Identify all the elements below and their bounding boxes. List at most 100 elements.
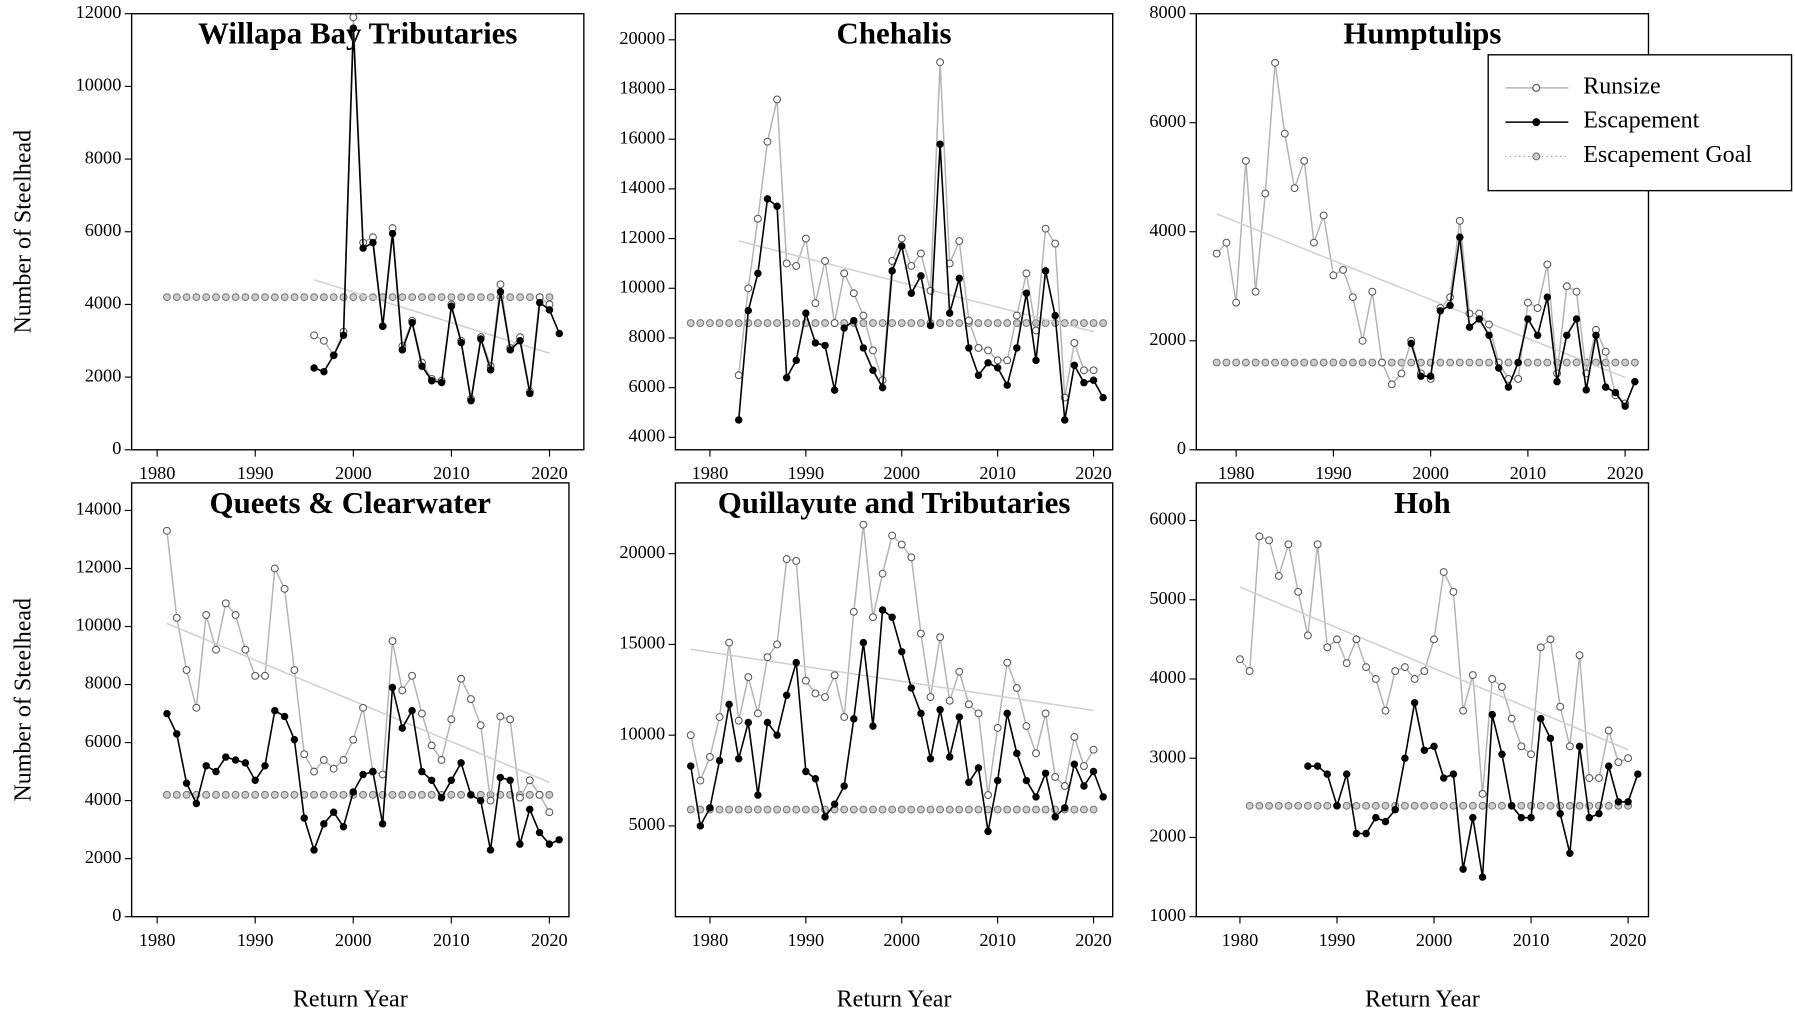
data-point: [1562, 282, 1571, 291]
data-point: [754, 791, 762, 799]
y-tick-label: 8000: [1149, 2, 1186, 22]
panel-title: Queets & Clearwater: [210, 486, 492, 520]
data-point: [916, 805, 925, 814]
data-point: [310, 364, 318, 372]
data-point: [916, 319, 925, 327]
data-point: [1595, 774, 1603, 782]
plot-frame: [130, 482, 570, 918]
data-point: [349, 24, 358, 32]
data-point: [821, 341, 829, 350]
data-point: [398, 686, 407, 695]
data-point: [1255, 532, 1264, 541]
y-tick-label: 6000: [85, 731, 122, 751]
data-point: [763, 137, 772, 146]
data-point: [897, 805, 906, 814]
data-point: [320, 820, 328, 828]
data-point: [945, 319, 954, 327]
data-point: [1446, 301, 1454, 310]
data-point: [310, 767, 318, 776]
data-point: [897, 319, 906, 327]
data-point: [878, 606, 887, 614]
data-point: [162, 790, 171, 799]
data-point: [705, 319, 714, 327]
data-point: [516, 293, 525, 302]
data-point: [1497, 682, 1506, 691]
data-point: [859, 311, 868, 320]
data-point: [369, 238, 377, 247]
data-point: [280, 584, 289, 593]
data-point: [1300, 156, 1309, 165]
data-point: [290, 790, 299, 799]
data-point: [1022, 805, 1031, 814]
data-point: [1022, 319, 1031, 327]
y-tick-label: 18000: [619, 78, 665, 98]
y-tick-label: 10000: [76, 615, 122, 635]
data-point: [878, 319, 887, 327]
data-point: [1041, 709, 1050, 718]
data-point: [1604, 762, 1613, 770]
y-tick-label: 2000: [1149, 826, 1186, 846]
data-point: [339, 823, 348, 831]
data-point: [792, 261, 801, 270]
data-point: [319, 756, 328, 764]
data-point: [1624, 754, 1633, 763]
data-point: [734, 755, 743, 763]
data-point: [744, 718, 753, 727]
trend-line: [1216, 213, 1626, 379]
data-point: [1439, 801, 1448, 810]
y-tick-label: 0: [112, 905, 121, 925]
data-point: [1595, 809, 1603, 818]
data-point: [916, 249, 925, 258]
data-point: [1387, 380, 1396, 389]
data-point: [686, 805, 695, 814]
data-point: [251, 671, 260, 680]
data-point: [221, 293, 230, 302]
data-point: [984, 791, 992, 800]
y-tick-label: 14000: [619, 177, 665, 197]
y-tick-label: 12000: [76, 557, 122, 577]
data-point: [964, 700, 973, 709]
panel-title: Willapa Bay Tributaries: [198, 17, 517, 51]
data-point: [715, 319, 724, 327]
data-point: [310, 331, 319, 340]
data-point: [907, 553, 916, 562]
data-point: [850, 715, 858, 723]
x-tick-label: 2010: [1513, 930, 1550, 950]
data-point: [476, 721, 485, 730]
data-point: [477, 335, 485, 343]
data-point: [398, 346, 407, 354]
data-point: [840, 805, 849, 814]
x-axis-label: Return Year: [293, 987, 408, 1013]
data-point: [349, 293, 358, 302]
data-point: [212, 790, 220, 799]
data-point: [1456, 233, 1464, 241]
y-tick-label: 15000: [619, 633, 665, 653]
data-point: [388, 683, 397, 692]
data-point: [725, 805, 734, 814]
data-point: [1621, 358, 1630, 367]
data-point: [1514, 374, 1523, 383]
y-tick-label: 4000: [85, 789, 122, 809]
data-point: [993, 723, 1002, 732]
data-point: [1284, 540, 1293, 549]
data-point: [1582, 386, 1590, 394]
data-point: [319, 790, 328, 799]
data-point: [945, 753, 954, 761]
x-tick-label: 1980: [139, 463, 176, 483]
data-point: [1012, 684, 1021, 692]
data-point: [1358, 336, 1367, 345]
data-point: [696, 319, 705, 327]
data-point: [850, 316, 858, 325]
data-point: [545, 293, 554, 302]
data-point: [182, 293, 191, 302]
data-point: [1232, 298, 1241, 307]
data-point: [734, 716, 743, 725]
data-point: [801, 676, 810, 685]
data-point: [1601, 347, 1610, 356]
data-point: [496, 773, 505, 782]
data-point: [1420, 746, 1429, 755]
data-point: [398, 293, 407, 302]
x-tick-label: 1980: [139, 930, 176, 950]
data-point: [753, 214, 762, 223]
